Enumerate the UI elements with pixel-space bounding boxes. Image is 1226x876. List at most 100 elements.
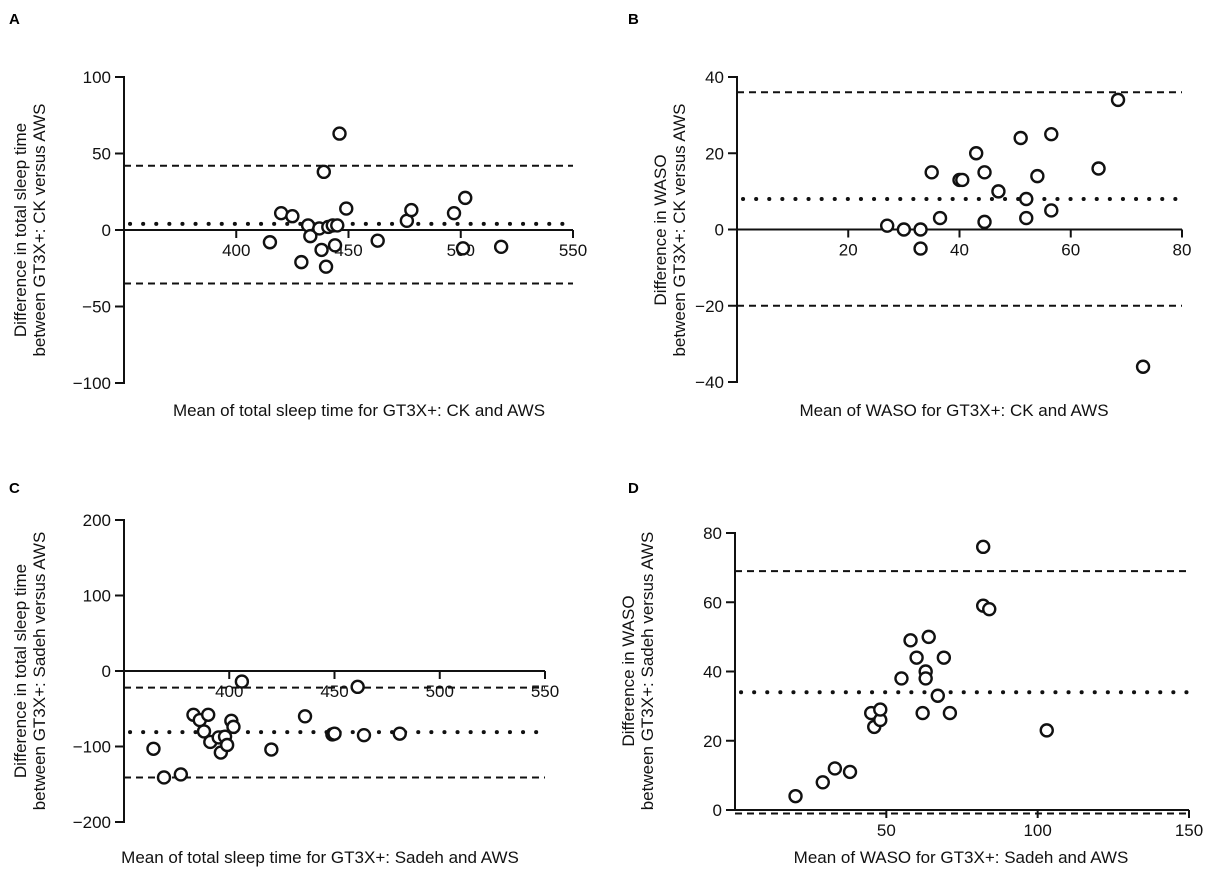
panel-a-y-tick-label: 50 (92, 145, 111, 164)
panel-b-data-point (1137, 361, 1149, 373)
panel-a-y-tick-label: −50 (82, 298, 111, 317)
panel-c-y-tick-label: −200 (73, 813, 111, 832)
panel-b-x-tick-label: 80 (1173, 241, 1192, 260)
panel-a-data-point (405, 204, 417, 216)
panel-d-data-point (944, 707, 956, 719)
panel-c-data-point (299, 710, 311, 722)
panel-c: C −200−1000100200400 450 500 550Mean of tot… (9, 480, 559, 867)
panel-d-data-point (977, 541, 989, 553)
panel-c-x-tick-label: 500 (426, 682, 454, 701)
panel-a-data-point (295, 256, 307, 268)
panel-c-data-point (175, 768, 187, 780)
panel-d: D 02040608050 100 150Mean of WASO for GT3X… (619, 480, 1203, 867)
panel-a-data-point (495, 241, 507, 253)
panel-c-y-tick-label: 0 (102, 662, 111, 681)
panel-a-data-point (329, 239, 341, 251)
panel-d-data-point (844, 766, 856, 778)
panel-c-x-tick-label: 450 (320, 682, 348, 701)
panel-a-x-axis-title: Mean of total sleep time for GT3X+: CK a… (173, 401, 545, 420)
panel-b-data-point (992, 185, 1004, 197)
panel-c-y-axis-title: Difference in total sleep timebetween GT… (11, 532, 49, 811)
panel-b-letter: B (628, 11, 639, 28)
panel-c-data-point (236, 676, 248, 688)
panel-c-y-tick-label: 200 (83, 511, 111, 530)
panel-c-y-axis-title-line: Difference in total sleep time (11, 564, 30, 778)
panel-c-y-axis-title-line: between GT3X+: Sadeh versus AWS (30, 532, 49, 811)
panel-c-data-point (265, 744, 277, 756)
panel-c-data-point (158, 771, 170, 783)
panel-b-x-tick-label: 40 (950, 241, 969, 260)
panel-d-data-point (917, 707, 929, 719)
panel-d-data-point (920, 672, 932, 684)
panel-b-x-tick-label: 60 (1061, 241, 1080, 260)
panel-d-x-tick-label: 150 (1175, 821, 1203, 840)
panel-b-y-tick-label: −20 (695, 297, 724, 316)
panel-a-data-point (372, 235, 384, 247)
panel-a-data-point (331, 219, 343, 231)
panel-d-data-point (923, 631, 935, 643)
panel-a-data-point (334, 128, 346, 140)
panel-d-data-point (895, 672, 907, 684)
panel-d-data-point (829, 762, 841, 774)
panel-d-data-point (1041, 724, 1053, 736)
panel-a-data-point (316, 244, 328, 256)
panel-c-data-point (147, 743, 159, 755)
panel-b-x-axis-title: Mean of WASO for GT3X+: CK and AWS (799, 401, 1108, 420)
panel-a-y-axis-title-line: between GT3X+: CK versus AWS (30, 103, 49, 356)
panel-d-y-tick-label: 0 (713, 801, 722, 820)
panel-a-data-point (264, 236, 276, 248)
panel-c-y-tick-label: 100 (83, 587, 111, 606)
panel-a-data-point (286, 210, 298, 222)
panel-c-data-point (394, 728, 406, 740)
panel-d-data-point (817, 776, 829, 788)
panel-b-y-axis-title-line: between GT3X+: CK versus AWS (670, 103, 689, 356)
panel-b-data-point (926, 166, 938, 178)
panel-b-data-point (979, 216, 991, 228)
panel-a-y-tick-label: 100 (83, 68, 111, 87)
panel-b-data-point (1020, 193, 1032, 205)
panel-d-data-point (932, 690, 944, 702)
panel-b-data-point (1015, 132, 1027, 144)
panel-a-data-point (318, 166, 330, 178)
panel-a-y-tick-label: 0 (102, 221, 111, 240)
panel-d-data-point (874, 704, 886, 716)
panel-b-data-point (915, 243, 927, 255)
panel-b-x-tick-label: 20 (839, 241, 858, 260)
panel-b-data-point (1112, 94, 1124, 106)
panel-b-data-point (898, 224, 910, 236)
panel-d-y-axis-title-line: between GT3X+: Sadeh versus AWS (638, 532, 657, 811)
panel-c-data-point (329, 728, 341, 740)
panel-b-data-point (881, 220, 893, 232)
panel-d-letter: D (628, 480, 639, 497)
panel-d-x-axis-title: Mean of WASO for GT3X+: Sadeh and AWS (794, 848, 1129, 867)
panel-c-data-point (358, 729, 370, 741)
panel-d-y-axis-title: Difference in WASObetween GT3X+: Sadeh v… (619, 532, 657, 811)
panel-b-data-point (1093, 163, 1105, 175)
panel-a-data-point (320, 261, 332, 273)
panel-c-data-point (227, 721, 239, 733)
panel-c-data-point (352, 681, 364, 693)
panel-a-y-axis-title-line: Difference in total sleep time (11, 123, 30, 337)
panel-a-y-tick-label: −100 (73, 374, 111, 393)
panel-a-data-point (448, 207, 460, 219)
panel-b-data-point (915, 224, 927, 236)
panel-b-y-tick-label: 40 (705, 68, 724, 87)
panel-b-y-tick-label: 20 (705, 144, 724, 163)
panel-b-data-point (1045, 204, 1057, 216)
panel-d-data-point (983, 603, 995, 615)
panel-d-y-tick-label: 60 (703, 593, 722, 612)
panel-d-y-axis-title-line: Difference in WASO (619, 595, 638, 746)
panel-a-data-point (340, 203, 352, 215)
panel-b-y-tick-label: 0 (715, 221, 724, 240)
panel-d-data-point (790, 790, 802, 802)
panel-b-y-axis-title-line: Difference in WASO (651, 154, 670, 305)
panel-a-x-tick-label: 400 (222, 241, 250, 260)
panel-b-data-point (1020, 212, 1032, 224)
panel-d-y-tick-label: 40 (703, 663, 722, 682)
panel-c-data-point (202, 709, 214, 721)
panel-a-letter: A (9, 11, 20, 28)
panel-b-data-point (1031, 170, 1043, 182)
panel-b-data-point (979, 166, 991, 178)
panel-d-data-point (911, 652, 923, 664)
